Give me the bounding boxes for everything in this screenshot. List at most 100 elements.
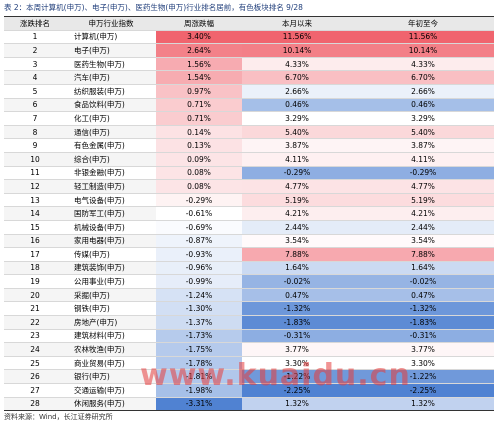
source-note: 资料来源：Wind，长江证券研究所 [4, 413, 113, 421]
rank-cell: 26 [4, 369, 66, 385]
table-row: 13 电气设备(申万) -0.29% 5.19% 5.19% [4, 193, 494, 208]
rank-cell: 12 [4, 179, 66, 194]
value-cell: -1.78% [156, 356, 242, 371]
value-cell: 3.54% [352, 234, 494, 249]
rank-cell: 2 [4, 43, 66, 58]
value-cell: -1.98% [156, 383, 242, 398]
industry-cell: 农林牧渔(申万) [66, 342, 156, 357]
rank-cell: 23 [4, 329, 66, 344]
value-cell: 5.19% [352, 193, 494, 208]
value-cell: 0.97% [156, 84, 242, 99]
value-cell: 0.71% [156, 111, 242, 126]
rank-cell: 4 [4, 70, 66, 85]
value-cell: 3.77% [242, 342, 352, 357]
table-row: 24 农林牧渔(申万) -1.75% 3.77% 3.77% [4, 342, 494, 357]
value-cell: -0.29% [352, 166, 494, 181]
industry-cell: 医药生物(申万) [66, 57, 156, 72]
value-cell: 11.56% [242, 30, 352, 45]
industry-cell: 建筑装饰(申万) [66, 261, 156, 276]
value-cell: -3.31% [156, 397, 242, 412]
rank-cell: 3 [4, 57, 66, 72]
value-cell: 3.87% [352, 138, 494, 153]
industry-cell: 食品饮料(申万) [66, 98, 156, 113]
table-row: 22 房地产(申万) -1.37% -1.83% -1.83% [4, 315, 494, 330]
value-cell: 3.40% [156, 30, 242, 45]
value-cell: -0.69% [156, 220, 242, 235]
value-cell: 1.54% [156, 70, 242, 85]
rank-cell: 15 [4, 220, 66, 235]
value-cell: 3.29% [242, 111, 352, 126]
value-cell: -1.83% [352, 315, 494, 330]
value-cell: -1.75% [156, 342, 242, 357]
industry-cell: 建筑材料(申万) [66, 329, 156, 344]
value-cell: -0.87% [156, 234, 242, 249]
value-cell: -0.29% [156, 193, 242, 208]
value-cell: -0.31% [242, 329, 352, 344]
value-cell: 4.77% [352, 179, 494, 194]
value-cell: 6.70% [352, 70, 494, 85]
rank-cell: 7 [4, 111, 66, 126]
rank-cell: 24 [4, 342, 66, 357]
value-cell: 0.09% [156, 152, 242, 167]
value-cell: -0.29% [242, 166, 352, 181]
industry-cell: 房地产(申万) [66, 315, 156, 330]
column-header: 周涨跌幅 [156, 16, 242, 31]
value-cell: 3.30% [242, 356, 352, 371]
table-body: 1 计算机(申万) 3.40% 11.56% 11.56% 2 电子(申万) 2.64% 10.… [4, 30, 494, 412]
value-cell: -0.93% [156, 247, 242, 262]
value-cell: -1.83% [242, 315, 352, 330]
watermark: www.kuaidu.cn [140, 358, 411, 393]
value-cell: 3.54% [242, 234, 352, 249]
table-row: 28 休闲服务(申万) -3.31% 1.32% 1.32% [4, 397, 494, 412]
industry-cell: 公用事业(申万) [66, 274, 156, 289]
value-cell: 4.33% [242, 57, 352, 72]
value-cell: 0.71% [156, 98, 242, 113]
value-cell: 1.32% [352, 397, 494, 412]
industry-cell: 轻工制造(申万) [66, 179, 156, 194]
industry-cell: 国防军工(申万) [66, 206, 156, 221]
value-cell: -0.02% [242, 274, 352, 289]
value-cell: 5.40% [242, 125, 352, 140]
industry-cell: 汽车(申万) [66, 70, 156, 85]
industry-cell: 休闲服务(申万) [66, 397, 156, 412]
rank-cell: 14 [4, 206, 66, 221]
rank-cell: 21 [4, 301, 66, 317]
value-cell: -0.02% [352, 274, 494, 289]
industry-cell: 通信(申万) [66, 125, 156, 140]
rank-cell: 10 [4, 152, 66, 167]
table-row: 5 纺织服装(申万) 0.97% 2.66% 2.66% [4, 84, 494, 99]
column-header: 涨跌排名 [4, 16, 66, 31]
rank-cell: 11 [4, 166, 66, 181]
table-row: 20 采掘(申万) -1.24% 0.47% 0.47% [4, 288, 494, 303]
value-cell: -1.32% [242, 301, 352, 317]
value-cell: -0.99% [156, 274, 242, 289]
industry-cell: 有色金属(申万) [66, 138, 156, 153]
value-cell: 3.87% [242, 138, 352, 153]
rank-cell: 19 [4, 274, 66, 289]
value-cell: -0.61% [156, 206, 242, 221]
value-cell: 0.13% [156, 138, 242, 153]
rank-cell: 1 [4, 30, 66, 45]
table-row: 2 电子(申万) 2.64% 10.14% 10.14% [4, 43, 494, 58]
table-row: 17 传媒(申万) -0.93% 7.88% 7.88% [4, 247, 494, 262]
industry-cell: 银行(申万) [66, 369, 156, 385]
industry-cell: 非银金融(申万) [66, 166, 156, 181]
table-row: 12 轻工制造(申万) 0.08% 4.77% 4.77% [4, 179, 494, 194]
value-cell: 0.46% [242, 98, 352, 113]
rank-cell: 8 [4, 125, 66, 140]
value-cell: 0.08% [156, 179, 242, 194]
table-row: 1 计算机(申万) 3.40% 11.56% 11.56% [4, 30, 494, 45]
table-row: 21 钢铁(申万) -1.30% -1.32% -1.32% [4, 301, 494, 317]
table-row: 18 建筑装饰(申万) -0.96% 1.64% 1.64% [4, 261, 494, 276]
rank-cell: 20 [4, 288, 66, 303]
industry-cell: 计算机(申万) [66, 30, 156, 45]
value-cell: -0.96% [156, 261, 242, 276]
value-cell: 2.66% [352, 84, 494, 99]
table-row: 9 有色金属(申万) 0.13% 3.87% 3.87% [4, 138, 494, 153]
column-header: 本月以来 [242, 16, 352, 31]
rank-cell: 27 [4, 383, 66, 398]
industry-cell: 电气设备(申万) [66, 193, 156, 208]
rank-cell: 18 [4, 261, 66, 276]
rank-cell: 22 [4, 315, 66, 330]
